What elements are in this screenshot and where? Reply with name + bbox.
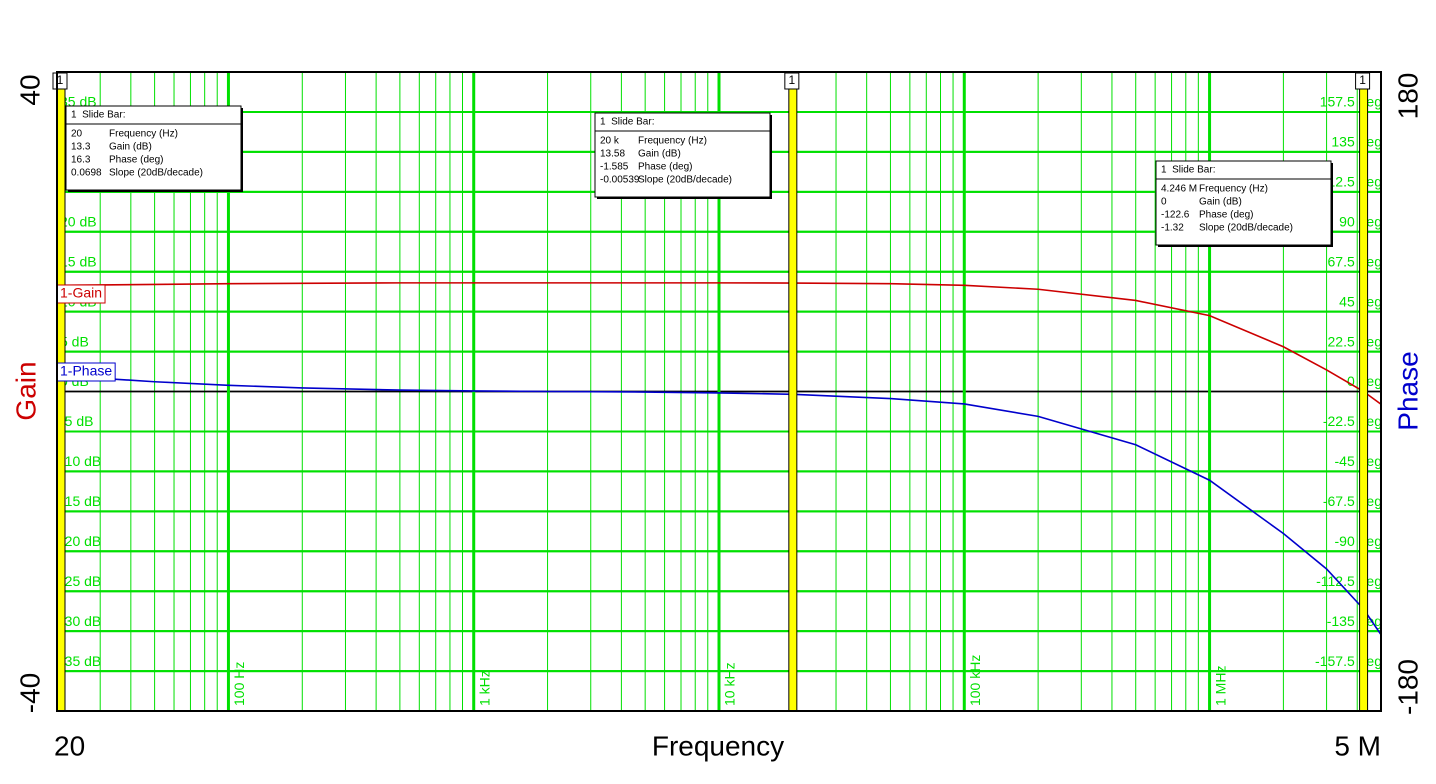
gain-grid-label: -30 dB [60,613,101,629]
frequency-grid-label: 100 Hz [231,662,247,706]
plot-frame [56,71,1382,712]
y2-axis-title: Phase [1392,351,1423,430]
gain-grid-label: -5 dB [60,413,93,429]
readout-label: Frequency (Hz) [1199,184,1268,195]
readout-box [594,112,771,198]
readout-value: 0.0698 [71,168,102,179]
readout-label: Slope (20dB/decade) [109,168,203,179]
x-axis-title: Frequency [652,730,784,761]
slide-bar-marker: 1 [788,73,795,87]
phase-grid-label: -135 deg [1327,613,1382,629]
readout-label: Gain (dB) [1199,197,1242,208]
series-tag-label: 1-Gain [60,285,102,301]
readout-label: Phase (deg) [1199,210,1253,221]
slide-bar-marker: 1 [57,73,64,87]
readout-value: 16.3 [71,155,91,166]
readout-value: -1.585 [600,162,629,173]
gain-grid-label: 20 dB [60,213,97,229]
phase-grid-label: -90 deg [1335,533,1382,549]
frequency-grid-label: 1 MHz [1212,666,1228,706]
series-tag-label: 1-Phase [60,363,112,379]
readout-value: 20 [71,129,83,140]
gain-grid-label: -25 dB [60,573,101,589]
readout-title: 1 Slide Bar: [71,110,125,121]
gain-grid-label: 15 dB [60,253,97,269]
frequency-grid-label: 10 kHz [722,662,738,706]
frequency-grid-label: 1 kHz [476,670,492,706]
readout-label: Frequency (Hz) [638,136,707,147]
y2-axis-end-label: -180 [1392,659,1423,715]
phase-grid-label: 135 deg [1331,134,1382,150]
readout-label: Phase (deg) [109,155,163,166]
gain-grid-label: -20 dB [60,533,101,549]
x-axis-end-label: 5 M [1334,730,1381,761]
series-tag: 1-Gain [56,284,106,304]
readout-value: 13.3 [71,142,91,153]
readout-label: Frequency (Hz) [109,129,178,140]
phase-grid-label: 22.5 deg [1328,333,1383,349]
readout-label: Slope (20dB/decade) [638,175,732,186]
readout-title: 1 Slide Bar: [1161,165,1215,176]
gain-grid-label: 5 dB [60,333,89,349]
readout-value: -122.6 [1161,210,1190,221]
phase-grid-label: -45 deg [1335,453,1382,469]
readout-label: Slope (20dB/decade) [1199,223,1293,234]
readout-label: Phase (deg) [638,162,692,173]
slide-bar [56,71,66,712]
readout-label: Gain (dB) [638,149,681,160]
slide-bar [1359,71,1369,712]
phase-grid-label: -112.5 deg [1316,573,1382,589]
phase-grid-label: -157.5 deg [1315,653,1382,669]
readout-value: -0.00539 [600,175,640,186]
y-axis-title: Gain [10,361,41,420]
readout-box [65,105,242,191]
x-axis-end-label: 20 [54,730,85,761]
readout-label: Gain (dB) [109,142,152,153]
readout-value: 20 k [600,136,620,147]
phase-grid-label: -67.5 deg [1323,493,1382,509]
readout-title: 1 Slide Bar: [600,117,654,128]
phase-grid-label: 157.5 deg [1320,94,1382,110]
phase-grid-label: -22.5 deg [1323,413,1382,429]
gain-grid-label: -10 dB [60,453,101,469]
gain-grid-label: -15 dB [60,493,101,509]
gain-grid-label: -35 dB [60,653,101,669]
readout-value: 4.246 M [1161,184,1197,195]
phase-grid-label: 67.5 deg [1328,253,1383,269]
frequency-grid-label: 100 kHz [967,655,983,706]
readout-box [1155,160,1332,246]
slide-bar [788,71,798,712]
slide-bar-marker: 1 [1359,73,1366,87]
y-axis-end-label: -40 [14,673,45,713]
readout-value: -1.32 [1161,223,1184,234]
y2-axis-end-label: 180 [1392,73,1423,120]
y-axis-end-label: 40 [14,74,45,105]
series-tag: 1-Phase [56,362,116,382]
readout-value: 0 [1161,197,1167,208]
readout-value: 13.58 [600,149,625,160]
